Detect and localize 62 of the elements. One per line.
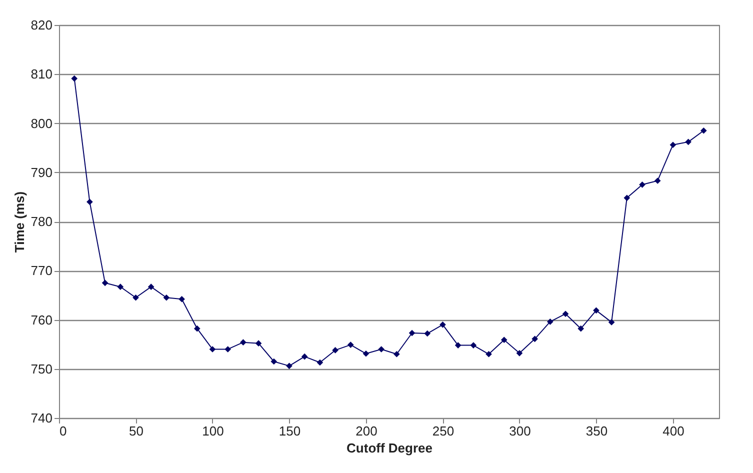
point bbox=[178, 296, 185, 302]
point bbox=[578, 325, 584, 332]
y-tick-label: 820 bbox=[30, 18, 52, 32]
point bbox=[562, 310, 569, 318]
x-tick-label: 300 bbox=[509, 424, 531, 438]
point bbox=[209, 346, 216, 352]
point bbox=[270, 358, 278, 365]
point bbox=[163, 294, 170, 301]
x-tick-label: 0 bbox=[60, 424, 67, 438]
point bbox=[424, 330, 431, 337]
y-tick-label: 760 bbox=[30, 312, 52, 328]
point bbox=[593, 307, 600, 314]
point bbox=[624, 194, 630, 202]
point bbox=[378, 346, 384, 352]
point bbox=[532, 336, 538, 342]
point bbox=[316, 359, 324, 366]
point bbox=[547, 318, 554, 325]
point bbox=[332, 347, 338, 354]
y-tick-label: 740 bbox=[30, 410, 52, 426]
point bbox=[394, 350, 400, 358]
point bbox=[86, 198, 93, 206]
x-tick-label: 150 bbox=[278, 424, 301, 438]
point bbox=[700, 127, 707, 134]
point bbox=[685, 138, 692, 146]
point bbox=[608, 319, 615, 326]
x-axis-title: Cutoff Degree bbox=[346, 440, 432, 456]
point bbox=[486, 350, 492, 358]
point bbox=[362, 350, 370, 357]
x-tick-label: 50 bbox=[129, 424, 144, 438]
point bbox=[654, 178, 661, 184]
point bbox=[255, 340, 262, 346]
point bbox=[301, 353, 308, 360]
point bbox=[148, 284, 154, 290]
y-tick-label: 790 bbox=[30, 164, 52, 180]
x-tick-label: 100 bbox=[202, 424, 224, 438]
y-tick-label: 810 bbox=[30, 66, 52, 82]
point bbox=[454, 342, 462, 348]
x-tick-label: 350 bbox=[586, 424, 608, 438]
point bbox=[440, 322, 446, 328]
point bbox=[132, 294, 139, 301]
y-axis-title: Time (ms) bbox=[12, 191, 27, 253]
y-tick-label: 770 bbox=[30, 263, 52, 278]
point bbox=[500, 336, 508, 344]
point bbox=[71, 75, 78, 82]
point bbox=[347, 342, 354, 348]
point bbox=[286, 362, 292, 370]
point bbox=[194, 325, 200, 332]
point bbox=[224, 346, 231, 352]
x-tick-label: 400 bbox=[662, 424, 684, 438]
point bbox=[470, 342, 477, 348]
point bbox=[516, 350, 523, 356]
point bbox=[117, 284, 124, 290]
x-tick-label: 250 bbox=[432, 424, 454, 438]
y-tick-label: 750 bbox=[30, 361, 52, 376]
point bbox=[408, 330, 416, 336]
point bbox=[240, 339, 246, 346]
y-tick-label: 800 bbox=[30, 116, 52, 131]
point bbox=[102, 280, 108, 286]
x-tick-label: 200 bbox=[356, 424, 378, 438]
y-tick-label: 780 bbox=[30, 214, 52, 229]
point bbox=[639, 181, 646, 188]
point bbox=[670, 142, 676, 148]
